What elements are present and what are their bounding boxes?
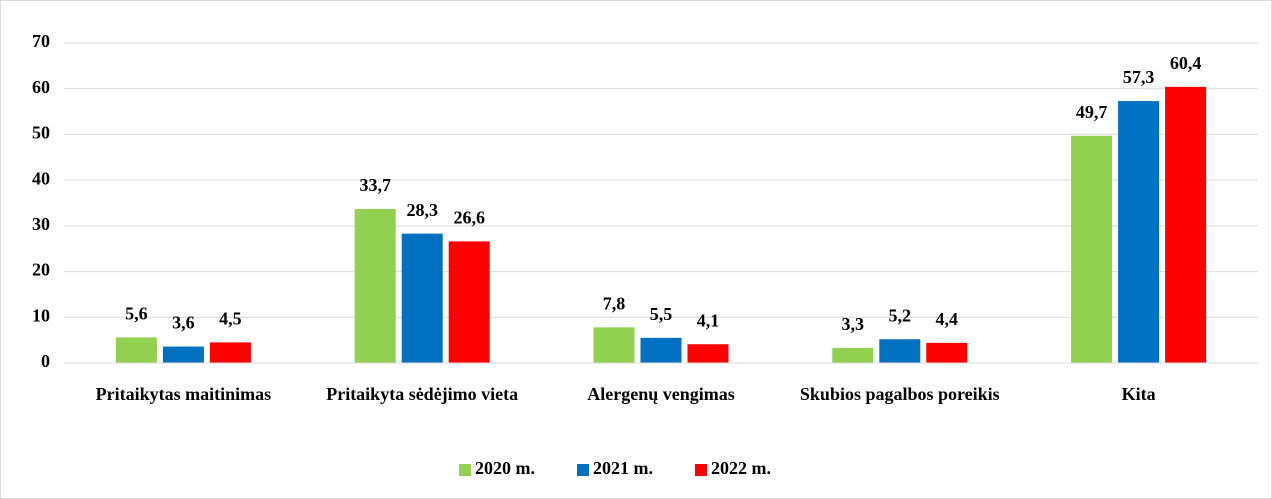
- data-label: 60,4: [1170, 53, 1202, 73]
- bar: [1071, 135, 1113, 363]
- x-tick-label: Pritaikytas maitinimas: [95, 384, 272, 404]
- y-tick-label: 70: [32, 31, 50, 51]
- data-label: 3,6: [172, 313, 195, 333]
- y-tick-label: 50: [32, 123, 50, 143]
- legend-swatch: [459, 464, 471, 476]
- bar: [1118, 101, 1160, 364]
- bar: [832, 347, 874, 363]
- bar: [640, 337, 682, 363]
- data-label: 5,5: [650, 304, 673, 324]
- data-label: 26,6: [453, 208, 485, 228]
- bar: [593, 327, 635, 363]
- bar: [401, 233, 443, 363]
- bar: [926, 342, 968, 363]
- bar: [879, 339, 921, 363]
- bar: [209, 342, 251, 363]
- data-label: 4,1: [697, 310, 720, 330]
- data-label: 7,8: [603, 293, 626, 313]
- bar: [448, 241, 490, 363]
- data-label: 28,3: [406, 200, 438, 220]
- data-label: 57,3: [1123, 67, 1155, 87]
- bar: [162, 346, 204, 363]
- data-label: 4,5: [219, 309, 242, 329]
- data-label: 5,6: [125, 304, 148, 324]
- y-tick-label: 20: [32, 260, 50, 280]
- legend-swatch: [695, 464, 707, 476]
- x-tick-label: Skubios pagalbos poreikis: [799, 384, 1000, 404]
- data-label: 49,7: [1076, 102, 1108, 122]
- bar: [115, 337, 157, 363]
- y-tick-label: 60: [32, 77, 50, 97]
- bar: [1165, 86, 1207, 363]
- y-tick-label: 40: [32, 168, 50, 188]
- data-label: 3,3: [842, 314, 865, 334]
- x-tick-label: Alergenų vengimas: [587, 384, 735, 404]
- data-label: 5,2: [889, 305, 912, 325]
- legend-label: 2020 m.: [475, 458, 535, 478]
- data-label: 4,4: [936, 309, 959, 329]
- bar: [687, 344, 729, 363]
- x-tick-label: Kita: [1121, 384, 1156, 404]
- legend-swatch: [577, 464, 589, 476]
- bar: [354, 208, 396, 363]
- legend-label: 2022 m.: [711, 458, 771, 478]
- legend-label: 2021 m.: [593, 458, 653, 478]
- data-label: 33,7: [359, 175, 391, 195]
- y-tick-label: 10: [32, 305, 50, 325]
- y-tick-label: 30: [32, 214, 50, 234]
- y-tick-label: 0: [41, 351, 50, 371]
- x-tick-label: Pritaikyta sėdėjimo vieta: [326, 384, 519, 404]
